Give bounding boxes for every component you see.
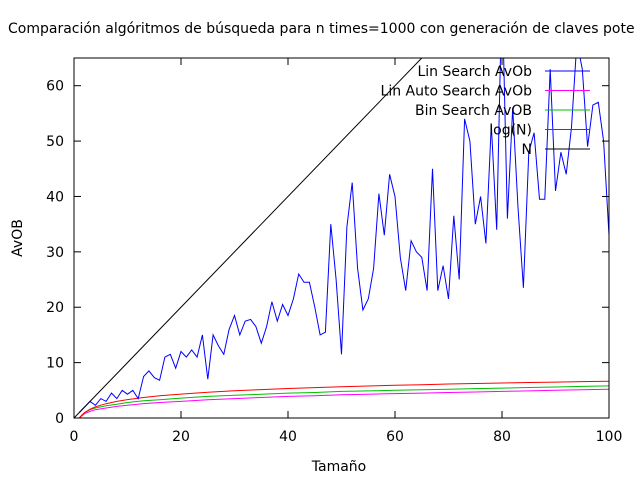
chart-title: Comparación algóritmos de búsqueda para …	[8, 21, 635, 37]
plot-area	[74, 58, 609, 418]
axes: 0 20 40 60 80 100 0 10 20 30 40 50 60	[46, 57, 623, 445]
y-tick-label: 0	[55, 411, 64, 427]
y-tick-label: 20	[46, 300, 64, 316]
series-line-0	[78, 58, 609, 413]
legend-label: Bin Search AvOB	[415, 103, 532, 119]
legend-label: Lin Search AvOb	[417, 64, 532, 80]
legend-label: N	[522, 142, 532, 158]
legend: Lin Search AvOb Lin Auto Search AvOb Bin S…	[381, 64, 590, 158]
legend-label: log(N)	[489, 123, 532, 139]
y-axis-label: AvOB	[10, 219, 26, 257]
series-line-3	[78, 380, 609, 418]
x-tick-label: 20	[172, 429, 190, 445]
y-tick-label: 40	[46, 189, 64, 205]
y-tick-label: 50	[46, 134, 64, 150]
y-tick-label: 10	[46, 356, 64, 372]
x-tick-label: 60	[386, 429, 404, 445]
legend-label: Lin Auto Search AvOb	[381, 84, 533, 100]
x-tick-label: 0	[70, 429, 79, 445]
x-axis-label: Tamaño	[311, 459, 366, 475]
y-tick-label: 30	[46, 245, 64, 261]
x-tick-label: 80	[493, 429, 511, 445]
series-line-4	[74, 58, 423, 418]
y-tick-label: 60	[46, 79, 64, 95]
x-tick-label: 40	[279, 429, 297, 445]
series-line-1	[78, 388, 609, 418]
series-line-2	[78, 385, 609, 418]
x-tick-label: 100	[596, 429, 623, 445]
plot-frame	[73, 57, 610, 419]
